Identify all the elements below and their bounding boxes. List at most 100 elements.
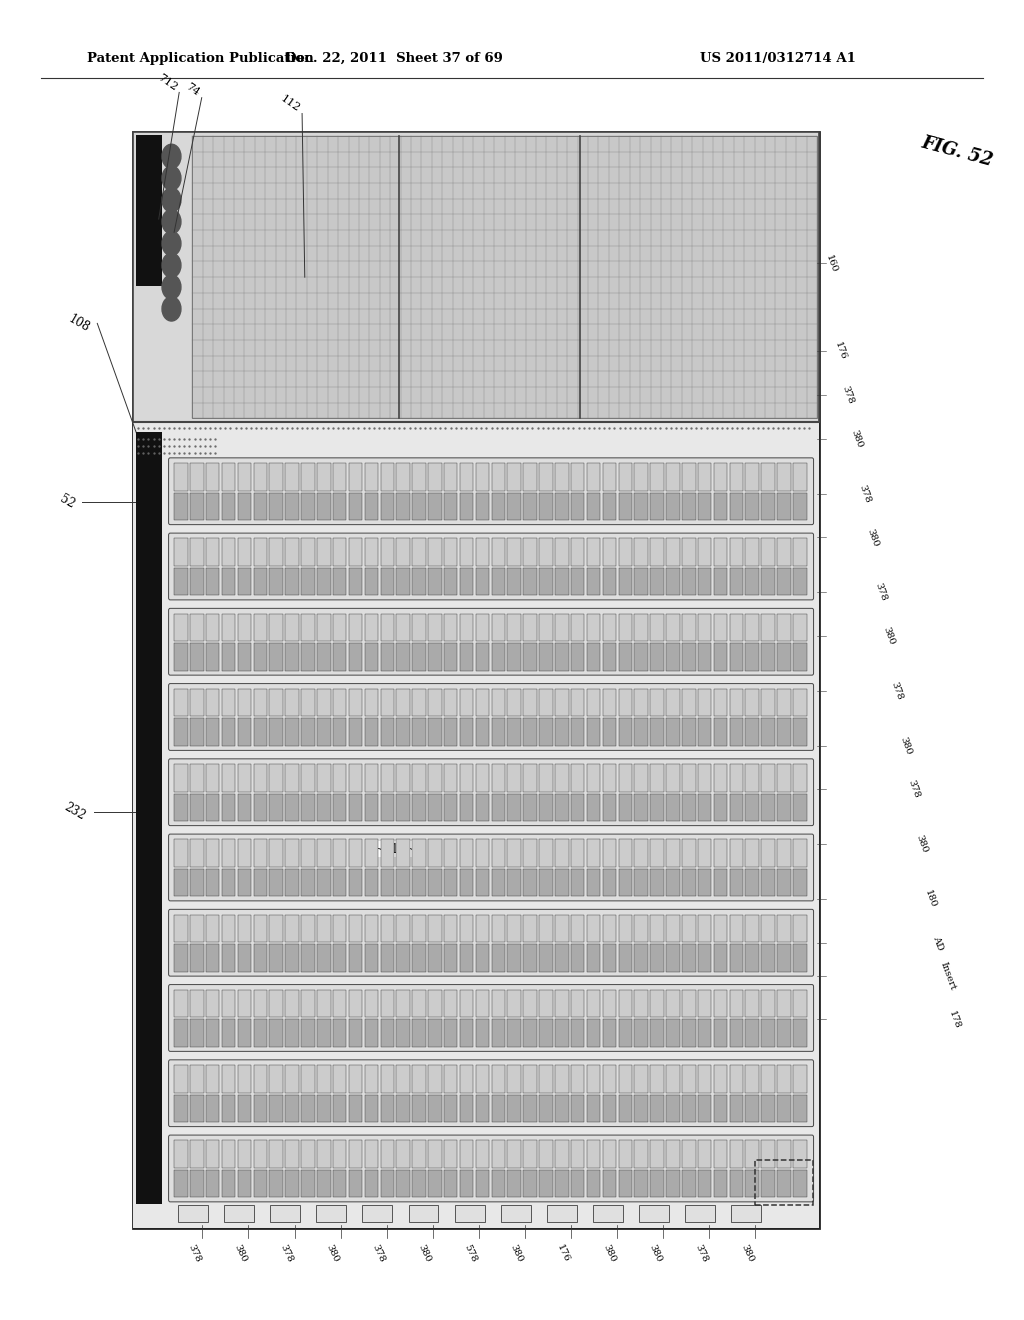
Bar xyxy=(317,614,331,642)
Bar xyxy=(174,793,187,821)
Bar xyxy=(174,463,187,491)
Bar xyxy=(396,643,410,671)
Bar xyxy=(777,539,791,566)
Bar xyxy=(190,614,204,642)
Bar xyxy=(714,764,727,792)
Bar xyxy=(618,944,632,972)
Text: 378: 378 xyxy=(186,1243,203,1265)
Bar xyxy=(238,1065,251,1093)
Bar xyxy=(777,915,791,942)
Bar xyxy=(777,840,791,867)
Bar xyxy=(682,840,695,867)
Bar xyxy=(413,764,426,792)
Bar xyxy=(587,915,600,942)
Bar xyxy=(618,643,632,671)
Bar xyxy=(682,990,695,1018)
Bar xyxy=(365,568,378,595)
Bar xyxy=(635,869,648,896)
Bar xyxy=(650,718,664,746)
Bar xyxy=(333,1140,346,1168)
Bar xyxy=(635,1065,648,1093)
Bar xyxy=(745,689,759,717)
Bar xyxy=(396,1065,410,1093)
Bar xyxy=(777,793,791,821)
Bar xyxy=(730,1019,743,1047)
Bar xyxy=(396,1019,410,1047)
Bar xyxy=(730,1140,743,1168)
FancyBboxPatch shape xyxy=(169,458,813,524)
Bar xyxy=(428,492,441,520)
Bar xyxy=(682,1140,695,1168)
FancyBboxPatch shape xyxy=(169,985,813,1051)
Bar xyxy=(238,463,251,491)
Bar xyxy=(444,614,458,642)
Bar xyxy=(714,1019,727,1047)
Bar xyxy=(571,718,585,746)
Bar xyxy=(714,869,727,896)
Bar xyxy=(762,869,775,896)
Bar xyxy=(508,1065,521,1093)
Bar xyxy=(349,463,362,491)
Bar xyxy=(476,1065,489,1093)
Bar xyxy=(777,1140,791,1168)
Bar xyxy=(555,1094,568,1122)
Bar xyxy=(501,1205,530,1222)
Bar xyxy=(286,463,299,491)
Bar xyxy=(698,539,712,566)
Text: FIG. 52: FIG. 52 xyxy=(920,133,995,170)
Bar xyxy=(460,463,473,491)
Bar xyxy=(762,539,775,566)
Bar xyxy=(286,1170,299,1197)
Bar xyxy=(206,1094,219,1122)
Bar xyxy=(540,944,553,972)
Bar xyxy=(444,1019,458,1047)
Bar xyxy=(794,643,807,671)
Bar xyxy=(381,869,394,896)
Bar xyxy=(460,539,473,566)
Bar xyxy=(745,793,759,821)
Bar xyxy=(206,793,219,821)
Bar xyxy=(413,1094,426,1122)
Bar xyxy=(762,492,775,520)
Bar xyxy=(635,463,648,491)
FancyBboxPatch shape xyxy=(169,533,813,599)
Bar xyxy=(365,869,378,896)
Bar xyxy=(745,1140,759,1168)
Bar xyxy=(396,718,410,746)
Bar xyxy=(682,689,695,717)
Bar xyxy=(762,1065,775,1093)
Bar xyxy=(523,689,537,717)
Bar xyxy=(571,944,585,972)
Bar xyxy=(587,614,600,642)
Bar xyxy=(698,568,712,595)
Bar xyxy=(396,689,410,717)
Bar xyxy=(508,1140,521,1168)
Bar xyxy=(603,764,616,792)
Bar xyxy=(286,869,299,896)
Bar xyxy=(413,793,426,821)
Bar xyxy=(254,568,267,595)
Bar xyxy=(396,1170,410,1197)
Bar xyxy=(190,718,204,746)
Bar xyxy=(381,1140,394,1168)
Bar xyxy=(555,990,568,1018)
Text: 380: 380 xyxy=(417,1243,433,1265)
Bar xyxy=(508,539,521,566)
Bar xyxy=(317,793,331,821)
Bar xyxy=(317,1065,331,1093)
Bar xyxy=(682,764,695,792)
Bar xyxy=(317,1140,331,1168)
Bar xyxy=(365,764,378,792)
Bar xyxy=(428,990,441,1018)
Bar xyxy=(667,869,680,896)
Bar xyxy=(745,539,759,566)
Bar xyxy=(714,944,727,972)
Bar xyxy=(508,840,521,867)
Bar xyxy=(206,1170,219,1197)
Bar xyxy=(286,793,299,821)
Text: 180: 180 xyxy=(923,888,937,909)
Bar xyxy=(460,793,473,821)
Bar xyxy=(618,539,632,566)
Bar xyxy=(349,718,362,746)
Circle shape xyxy=(162,144,181,169)
